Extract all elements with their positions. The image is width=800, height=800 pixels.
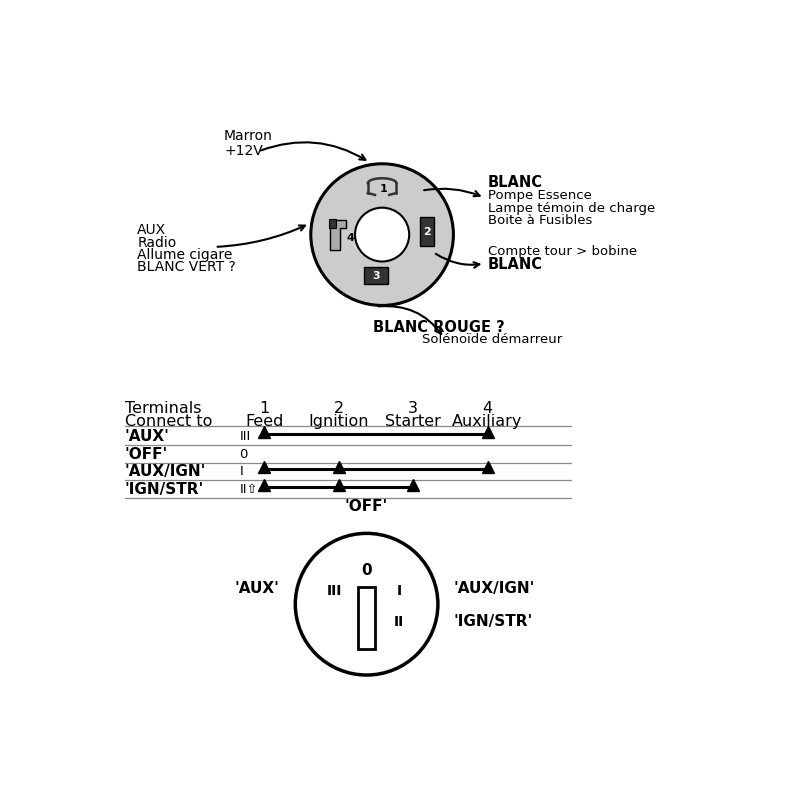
- Text: II⇧: II⇧: [239, 482, 258, 495]
- Text: 'AUX/IGN': 'AUX/IGN': [125, 464, 206, 479]
- Text: Lampe témoin de charge: Lampe témoin de charge: [487, 202, 654, 214]
- Text: 1: 1: [380, 184, 388, 194]
- Text: 'OFF': 'OFF': [125, 447, 168, 462]
- Text: Compte tour > bobine: Compte tour > bobine: [487, 245, 637, 258]
- Text: BLANC: BLANC: [487, 174, 542, 190]
- Text: II: II: [394, 615, 404, 629]
- Text: Auxiliary: Auxiliary: [452, 414, 522, 429]
- Bar: [420, 218, 434, 246]
- Text: +12V: +12V: [224, 145, 262, 158]
- Text: Boite à Fusibles: Boite à Fusibles: [487, 214, 592, 227]
- Text: 'AUX/IGN': 'AUX/IGN': [454, 581, 534, 596]
- Circle shape: [295, 534, 438, 675]
- Text: Allume cigare: Allume cigare: [138, 248, 233, 262]
- Text: 0: 0: [362, 562, 372, 578]
- Circle shape: [355, 208, 409, 262]
- Text: 4: 4: [482, 401, 493, 416]
- Text: Connect to: Connect to: [125, 414, 212, 429]
- Text: I: I: [239, 466, 243, 478]
- Text: III: III: [326, 585, 342, 598]
- Text: 2: 2: [334, 401, 344, 416]
- Text: I: I: [396, 585, 402, 598]
- Text: BLANC: BLANC: [487, 258, 542, 272]
- Text: BLANC ROUGE ?: BLANC ROUGE ?: [373, 319, 505, 334]
- Text: Solénoïde démarreur: Solénoïde démarreur: [422, 334, 562, 346]
- Bar: [358, 587, 375, 649]
- Text: Ignition: Ignition: [309, 414, 369, 429]
- Text: 0: 0: [239, 448, 248, 461]
- Bar: [364, 267, 388, 284]
- Text: BLANC VERT ?: BLANC VERT ?: [138, 260, 236, 274]
- Text: Feed: Feed: [245, 414, 283, 429]
- Text: 4: 4: [346, 233, 354, 242]
- Text: 3: 3: [408, 401, 418, 416]
- Text: 'AUX': 'AUX': [125, 429, 170, 444]
- Text: Pompe Essence: Pompe Essence: [487, 190, 591, 202]
- Text: Starter: Starter: [385, 414, 441, 429]
- Text: III: III: [239, 430, 250, 443]
- Circle shape: [310, 164, 454, 306]
- Text: 'AUX': 'AUX': [235, 581, 280, 596]
- Text: 'OFF': 'OFF': [345, 498, 388, 514]
- Text: 3: 3: [372, 270, 380, 281]
- Text: 2: 2: [423, 226, 431, 237]
- Text: 1: 1: [259, 401, 270, 416]
- Bar: [329, 219, 336, 229]
- Text: Radio: Radio: [138, 236, 177, 250]
- Text: AUX: AUX: [138, 223, 166, 238]
- Text: 'IGN/STR': 'IGN/STR': [454, 614, 533, 630]
- Text: 'IGN/STR': 'IGN/STR': [125, 482, 204, 497]
- Text: Marron: Marron: [224, 129, 273, 143]
- Text: Terminals: Terminals: [125, 401, 202, 416]
- Polygon shape: [330, 221, 346, 250]
